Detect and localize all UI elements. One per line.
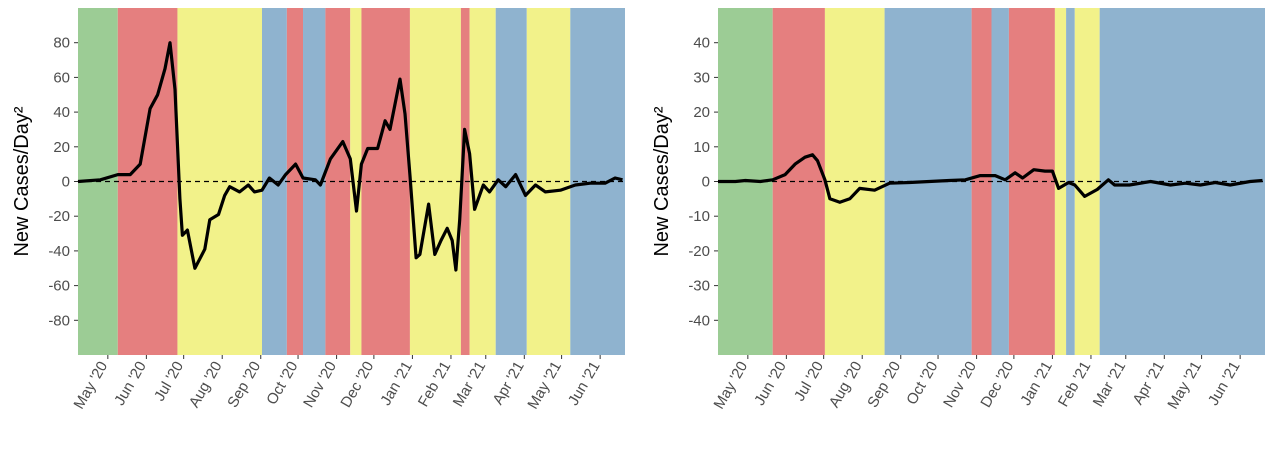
y-tick-label: 30 bbox=[693, 69, 710, 86]
x-tick-label: Jan '21 bbox=[1017, 359, 1056, 409]
x-tick-label: Feb '21 bbox=[415, 359, 455, 410]
y-tick-label: 20 bbox=[53, 139, 70, 156]
phase-band bbox=[570, 8, 625, 355]
x-tick-label: Mar '21 bbox=[450, 359, 490, 410]
y-tick-label: -20 bbox=[688, 243, 710, 260]
panel: -80 -60 -40 -20 0 20 40 60 80 May '20 Jun '20 Jul '… bbox=[11, 8, 625, 412]
x-tick-label: Aug '20 bbox=[186, 359, 226, 411]
y-tick-label: 80 bbox=[53, 35, 70, 52]
x-tick-label: Feb '21 bbox=[1055, 359, 1095, 410]
x-tick-label: Apr '21 bbox=[1130, 359, 1168, 408]
x-tick-label: Aug '20 bbox=[826, 359, 866, 411]
x-tick-label: Jan '21 bbox=[377, 359, 416, 409]
x-tick-label: Oct '20 bbox=[263, 359, 301, 408]
y-tick-label: -80 bbox=[48, 312, 70, 329]
x-tick-label: Nov '20 bbox=[300, 359, 340, 411]
y-tick-label: -30 bbox=[688, 278, 710, 295]
y-tick-label: -60 bbox=[48, 278, 70, 295]
x-tick-label: Dec '20 bbox=[977, 358, 1017, 410]
phase-band bbox=[177, 8, 262, 355]
x-tick-label: Jul '20 bbox=[151, 359, 187, 405]
y-tick-label: 10 bbox=[693, 139, 710, 156]
x-tick-label: Sep '20 bbox=[864, 359, 904, 411]
panel: -40 -30 -20 -10 0 10 20 30 40 May '20 Jun '20 Jul '… bbox=[651, 8, 1265, 412]
x-tick-label: Oct '20 bbox=[903, 359, 941, 408]
x-tick-label: May '20 bbox=[71, 359, 112, 413]
x-tick-label: Jun '21 bbox=[565, 359, 604, 409]
y-tick-label: -40 bbox=[688, 312, 710, 329]
x-tick-label: May '21 bbox=[1164, 359, 1205, 413]
phase-band bbox=[469, 8, 496, 355]
x-tick-label: May '21 bbox=[524, 359, 565, 413]
phase-band bbox=[325, 8, 351, 355]
y-axis-label: New Cases/Day² bbox=[651, 106, 673, 256]
x-tick-label: Jun '20 bbox=[751, 359, 790, 409]
data-line bbox=[718, 153, 1263, 204]
x-tick-label: Sep '20 bbox=[224, 359, 264, 411]
y-tick-label: -40 bbox=[48, 243, 70, 260]
y-tick-label: 0 bbox=[62, 174, 70, 191]
y-axis-label: New Cases/Day² bbox=[11, 106, 33, 256]
y-tick-label: 40 bbox=[693, 35, 710, 52]
x-tick-label: Jun '21 bbox=[1205, 359, 1244, 409]
x-tick-label: Mar '21 bbox=[1090, 359, 1130, 410]
y-tick-label: -10 bbox=[688, 208, 710, 225]
x-tick-label: Nov '20 bbox=[940, 358, 980, 410]
y-tick-label: 40 bbox=[53, 104, 70, 121]
x-tick-label: Jun '20 bbox=[111, 359, 150, 409]
x-tick-label: Dec '20 bbox=[337, 359, 377, 411]
phase-band bbox=[350, 8, 362, 355]
y-tick-label: -20 bbox=[48, 208, 70, 225]
y-tick-label: 60 bbox=[53, 69, 70, 86]
phase-band bbox=[409, 8, 461, 355]
x-tick-label: Jul '20 bbox=[791, 359, 827, 405]
x-tick-label: Apr '21 bbox=[490, 359, 528, 408]
x-tick-label: May '20 bbox=[711, 359, 752, 413]
y-tick-label: 0 bbox=[702, 174, 710, 191]
data-line bbox=[77, 41, 623, 272]
y-tick-label: 20 bbox=[693, 104, 710, 121]
